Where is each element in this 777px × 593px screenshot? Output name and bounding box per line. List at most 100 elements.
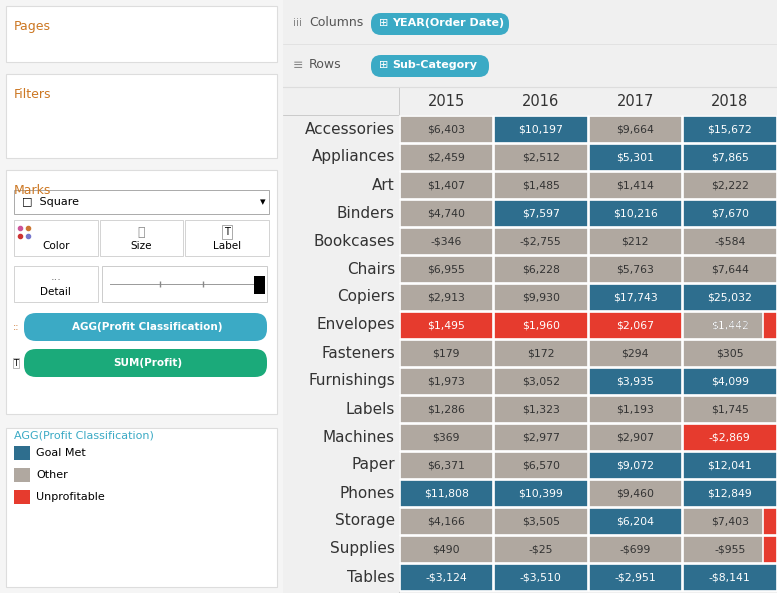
Text: $9,664: $9,664: [616, 124, 654, 134]
Bar: [399, 116, 493, 142]
Text: $3,935: $3,935: [616, 376, 654, 386]
Bar: [683, 228, 776, 254]
Text: Label: Label: [213, 241, 241, 251]
Text: -$8,141: -$8,141: [709, 572, 751, 582]
Bar: [14, 190, 269, 214]
Bar: [588, 199, 682, 227]
Bar: [494, 311, 587, 339]
Text: $5,763: $5,763: [616, 264, 654, 274]
Bar: [588, 423, 682, 451]
Text: $12,041: $12,041: [707, 460, 752, 470]
Text: Accessories: Accessories: [305, 122, 395, 136]
Text: $2,512: $2,512: [522, 152, 559, 162]
Text: $294: $294: [622, 348, 649, 358]
Text: Other: Other: [36, 470, 68, 480]
Bar: [683, 563, 776, 591]
Text: $2,459: $2,459: [427, 152, 465, 162]
FancyBboxPatch shape: [24, 313, 267, 341]
Bar: [399, 451, 493, 479]
Bar: [683, 396, 776, 422]
Text: Marks: Marks: [14, 184, 51, 197]
Text: Color: Color: [42, 241, 70, 251]
Text: Furnishings: Furnishings: [308, 374, 395, 388]
Text: -$346: -$346: [430, 236, 462, 246]
Text: $3,052: $3,052: [521, 376, 559, 386]
Text: -$2,755: -$2,755: [520, 236, 562, 246]
Bar: [494, 144, 587, 171]
Text: -$699: -$699: [619, 544, 651, 554]
Text: Detail: Detail: [40, 287, 71, 297]
Text: Filters: Filters: [14, 88, 51, 101]
Text: $7,670: $7,670: [711, 208, 749, 218]
Bar: [494, 171, 587, 199]
Bar: [588, 451, 682, 479]
Bar: [683, 311, 776, 339]
Bar: [494, 368, 587, 394]
Text: $2,222: $2,222: [711, 180, 749, 190]
Text: $2,913: $2,913: [427, 292, 465, 302]
Text: $490: $490: [433, 544, 460, 554]
Bar: [399, 368, 493, 394]
Bar: [399, 311, 493, 339]
Text: $12,849: $12,849: [707, 488, 752, 498]
Text: Sub-Category: Sub-Category: [392, 60, 477, 70]
Bar: [6, 428, 277, 587]
Text: Fasteners: Fasteners: [321, 346, 395, 361]
Text: Rows: Rows: [309, 59, 342, 72]
Text: -$2,869: -$2,869: [709, 432, 751, 442]
Text: $6,403: $6,403: [427, 124, 465, 134]
Bar: [588, 116, 682, 142]
Bar: [494, 451, 587, 479]
Text: Pages: Pages: [14, 20, 51, 33]
Text: Supplies: Supplies: [330, 541, 395, 556]
Bar: [399, 144, 493, 171]
Text: $10,216: $10,216: [613, 208, 657, 218]
Text: $7,597: $7,597: [522, 208, 559, 218]
Text: $4,740: $4,740: [427, 208, 465, 218]
Bar: [763, 508, 777, 534]
Text: ▾: ▾: [260, 197, 266, 207]
Text: -$2,951: -$2,951: [615, 572, 656, 582]
Text: $1,973: $1,973: [427, 376, 465, 386]
Bar: [102, 266, 267, 302]
Text: $1,323: $1,323: [522, 404, 559, 414]
Bar: [399, 563, 493, 591]
Bar: [683, 423, 776, 451]
Text: Machines: Machines: [323, 429, 395, 445]
Bar: [14, 220, 98, 256]
Bar: [254, 276, 265, 294]
Text: -$584: -$584: [714, 236, 745, 246]
Text: Tables: Tables: [347, 569, 395, 585]
Text: $9,930: $9,930: [521, 292, 559, 302]
Text: $25,032: $25,032: [707, 292, 752, 302]
Bar: [399, 171, 493, 199]
Bar: [588, 228, 682, 254]
Bar: [588, 171, 682, 199]
Bar: [494, 256, 587, 282]
Text: $1,745: $1,745: [711, 404, 749, 414]
Text: $7,865: $7,865: [711, 152, 749, 162]
Text: 2018: 2018: [711, 94, 748, 109]
Text: $2,067: $2,067: [616, 320, 654, 330]
Text: □  Square: □ Square: [22, 197, 79, 207]
Bar: [494, 283, 587, 311]
Bar: [588, 144, 682, 171]
Text: Unprofitable: Unprofitable: [36, 492, 105, 502]
Bar: [399, 340, 493, 366]
Text: $1,414: $1,414: [616, 180, 654, 190]
FancyBboxPatch shape: [371, 55, 489, 77]
Bar: [399, 199, 493, 227]
Text: $2,977: $2,977: [522, 432, 559, 442]
Bar: [494, 508, 587, 534]
Text: $10,197: $10,197: [518, 124, 563, 134]
Bar: [399, 396, 493, 422]
Bar: [588, 396, 682, 422]
Bar: [683, 451, 776, 479]
Text: $1,960: $1,960: [521, 320, 559, 330]
Bar: [683, 116, 776, 142]
Bar: [14, 446, 30, 460]
Bar: [588, 256, 682, 282]
Text: ⊞: ⊞: [379, 60, 388, 70]
Text: $6,570: $6,570: [521, 460, 559, 470]
Text: $9,460: $9,460: [616, 488, 654, 498]
